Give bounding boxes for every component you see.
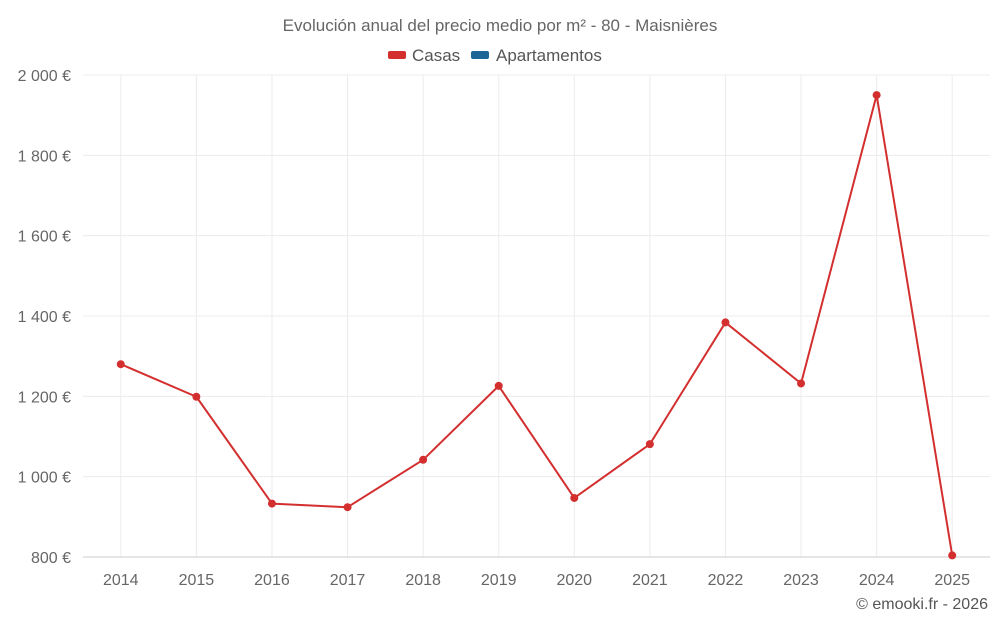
data-point[interactable] <box>419 455 428 464</box>
credit-text: © emooki.fr - 2026 <box>856 596 988 613</box>
data-point[interactable] <box>267 499 276 508</box>
data-point[interactable] <box>494 381 503 390</box>
y-axis: 800 € 1 000 € 1 200 € 1 400 € 1 600 € 1 800 €… <box>18 68 71 567</box>
data-point[interactable] <box>116 360 125 369</box>
legend-label-apartamentos: Apartamentos <box>496 46 602 65</box>
y-tick-label: 2 000 € <box>18 68 71 85</box>
y-tick-label: 800 € <box>31 550 71 567</box>
x-tick-label: 2014 <box>103 572 139 589</box>
x-tick-label: 2020 <box>556 572 592 589</box>
x-axis: 2014 2015 2016 2017 2018 2019 2020 2021 2022 2023… <box>83 556 990 589</box>
legend-swatch-apartamentos <box>471 51 489 59</box>
x-tick-label: 2021 <box>632 572 668 589</box>
x-tick-label: 2016 <box>254 572 290 589</box>
data-point[interactable] <box>721 318 730 327</box>
series-line-casas <box>120 94 954 556</box>
y-tick-label: 1 200 € <box>18 389 71 406</box>
chart-title: Evolución anual del precio medio por m² … <box>283 16 718 35</box>
y-tick-label: 1 000 € <box>18 470 71 487</box>
legend-item-casas[interactable]: Casas <box>388 46 460 65</box>
data-point[interactable] <box>872 91 881 100</box>
legend: Casas Apartamentos <box>388 46 602 65</box>
data-point[interactable] <box>192 392 201 401</box>
data-point[interactable] <box>797 379 806 388</box>
legend-item-apartamentos[interactable]: Apartamentos <box>471 46 602 65</box>
data-point[interactable] <box>343 503 352 512</box>
series-casas <box>116 91 957 560</box>
legend-label-casas: Casas <box>412 46 460 65</box>
x-tick-label: 2024 <box>859 572 895 589</box>
data-point[interactable] <box>645 440 654 449</box>
x-tick-label: 2017 <box>330 572 366 589</box>
data-point[interactable] <box>570 493 579 502</box>
x-tick-label: 2015 <box>179 572 215 589</box>
x-tick-label: 2019 <box>481 572 517 589</box>
x-tick-label: 2022 <box>708 572 744 589</box>
x-tick-label: 2018 <box>405 572 441 589</box>
grid <box>83 74 990 558</box>
x-tick-label: 2023 <box>783 572 819 589</box>
data-point[interactable] <box>948 551 957 560</box>
y-tick-label: 1 400 € <box>18 309 71 326</box>
legend-swatch-casas <box>388 51 406 59</box>
x-tick-label: 2025 <box>934 572 970 589</box>
y-tick-label: 1 600 € <box>18 229 71 246</box>
y-tick-label: 1 800 € <box>18 148 71 165</box>
